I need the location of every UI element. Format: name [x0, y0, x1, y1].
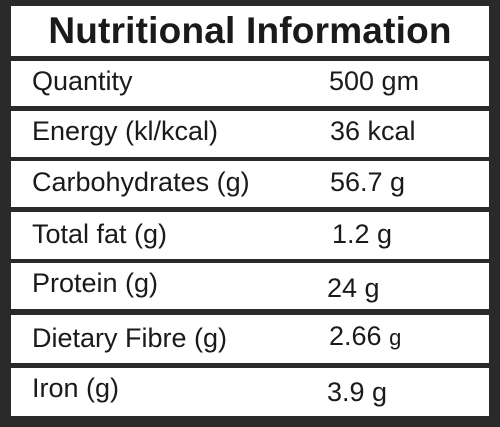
row-value-number: 2.66 [329, 321, 382, 351]
nutrition-row-total-fat: Total fat (g) 1.2 g [11, 212, 489, 259]
nutrition-row-protein: Protein (g) 24 g [11, 263, 489, 309]
nutrition-row-iron: Iron (g) 3.9 g [11, 368, 489, 416]
row-label: Energy (kl/kcal) [32, 116, 219, 146]
title-bar: Nutritional Information [11, 6, 489, 56]
row-label: Protein (g) [32, 268, 159, 298]
row-label: Quantity [32, 66, 133, 96]
row-value: 36 kcal [330, 116, 416, 146]
row-value-unit: g [389, 325, 402, 350]
row-label: Carbohydrates (g) [32, 167, 250, 197]
row-value: 24 g [327, 273, 380, 303]
nutrition-row-energy: Energy (kl/kcal) 36 kcal [11, 111, 489, 157]
nutrition-row-quantity: Quantity 500 gm [11, 61, 489, 106]
nutrition-row-dietary-fibre: Dietary Fibre (g) 2.66 g [11, 315, 489, 363]
row-label: Dietary Fibre (g) [32, 323, 228, 353]
row-value: 500 gm [329, 66, 420, 96]
row-label: Total fat (g) [32, 219, 168, 249]
label-title: Nutritional Information [48, 10, 452, 51]
row-label: Iron (g) [32, 373, 120, 403]
row-value: 2.66 g [329, 321, 401, 352]
nutrition-row-carbohydrates: Carbohydrates (g) 56.7 g [11, 161, 489, 207]
row-value: 1.2 g [332, 219, 393, 249]
row-value: 56.7 g [330, 167, 406, 197]
row-value: 3.9 g [327, 377, 388, 407]
